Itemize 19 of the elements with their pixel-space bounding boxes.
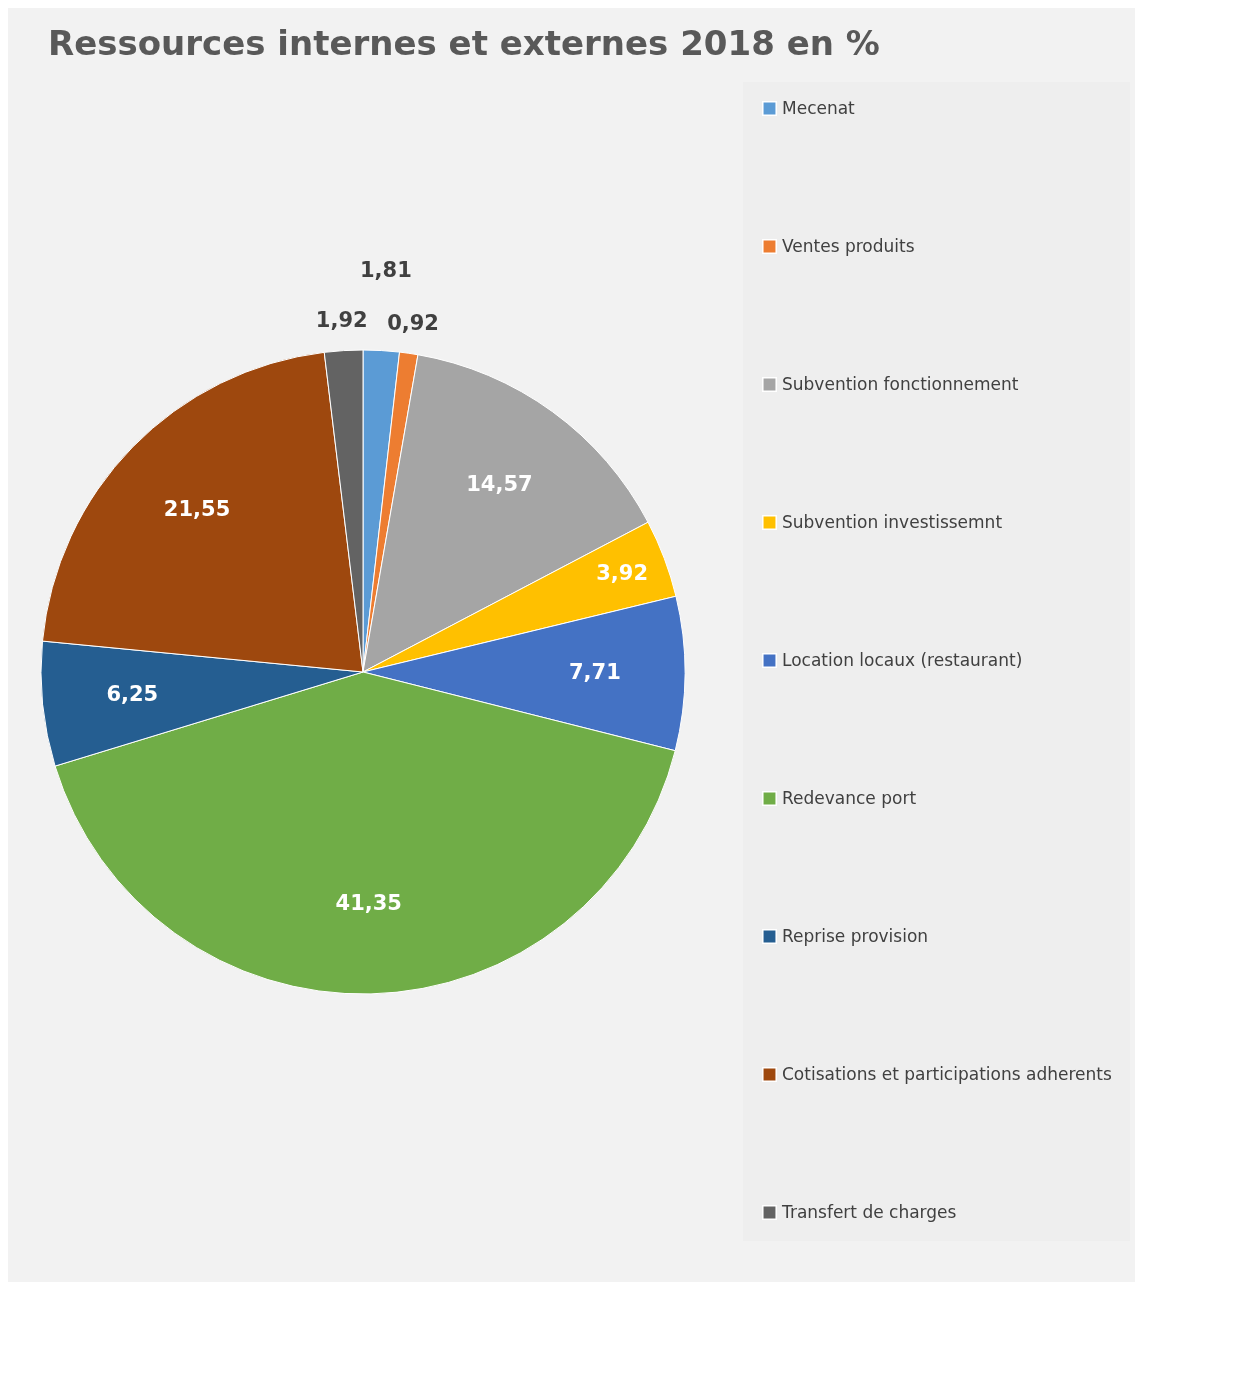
legend-label: Ventes produits: [782, 235, 915, 256]
legend-label: Location locaux (restaurant): [782, 649, 1023, 670]
legend-label: Cotisations et participations adherents: [782, 1063, 1112, 1084]
data-label: 6,25: [106, 682, 159, 707]
data-label: 21,55: [163, 497, 231, 522]
data-label: 0,92: [387, 310, 439, 335]
chart-title: Ressources internes et externes 2018 en %: [48, 23, 880, 63]
legend-label: Subvention fonctionnement: [782, 373, 1019, 394]
legend-label: Reprise provision: [782, 925, 929, 946]
data-label: 41,35: [335, 890, 402, 915]
legend-label: Subvention investissemnt: [782, 511, 1003, 532]
data-label: 1,81: [359, 257, 412, 282]
data-label: 14,57: [466, 471, 533, 496]
legend-label: Mecenat: [782, 97, 856, 118]
data-label: 7,71: [568, 660, 621, 685]
data-label: 1,92: [315, 307, 368, 332]
data-label: 3,92: [596, 561, 649, 586]
legend-label: Transfert de charges: [781, 1201, 957, 1222]
legend-label: Redevance port: [782, 787, 917, 808]
